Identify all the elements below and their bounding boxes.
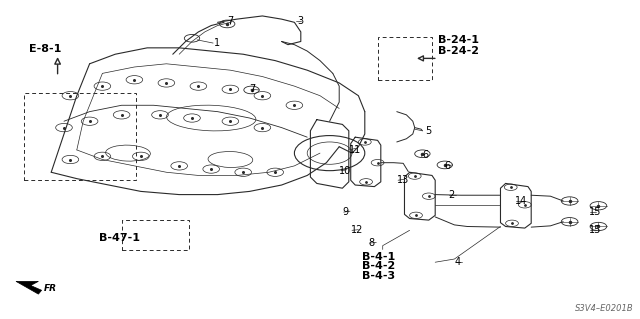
Text: 13: 13 [397, 175, 409, 185]
Text: 3: 3 [298, 16, 304, 26]
Text: B-47-1: B-47-1 [99, 233, 140, 243]
Bar [122, 220, 189, 250]
Text: 6: 6 [445, 161, 451, 171]
Text: 11: 11 [349, 145, 361, 155]
Text: E-8-1: E-8-1 [29, 44, 61, 55]
Text: 7: 7 [250, 84, 256, 94]
Text: 14: 14 [515, 196, 527, 206]
Text: 15: 15 [589, 225, 601, 235]
Text: 4: 4 [454, 257, 461, 267]
Text: S3V4–E0201B: S3V4–E0201B [575, 304, 634, 313]
Text: 6: 6 [422, 150, 429, 160]
Text: 1: 1 [214, 38, 221, 48]
Text: 8: 8 [368, 238, 374, 248]
Text: B-4-3: B-4-3 [362, 271, 395, 281]
Text: 15: 15 [589, 207, 601, 217]
Text: B-4-1: B-4-1 [362, 252, 395, 262]
Text: 12: 12 [351, 225, 363, 235]
Polygon shape [16, 281, 42, 294]
Text: 10: 10 [339, 166, 351, 176]
Text: B-4-2: B-4-2 [362, 261, 395, 271]
Text: 7: 7 [227, 16, 234, 26]
Text: B-24-2: B-24-2 [438, 46, 479, 56]
Text: FR: FR [44, 284, 56, 293]
Text: B-24-1: B-24-1 [438, 35, 479, 45]
Text: 2: 2 [448, 190, 454, 200]
Text: 5: 5 [426, 126, 432, 136]
Text: 9: 9 [342, 207, 349, 217]
Bar [378, 37, 432, 80]
Bar [24, 93, 136, 180]
